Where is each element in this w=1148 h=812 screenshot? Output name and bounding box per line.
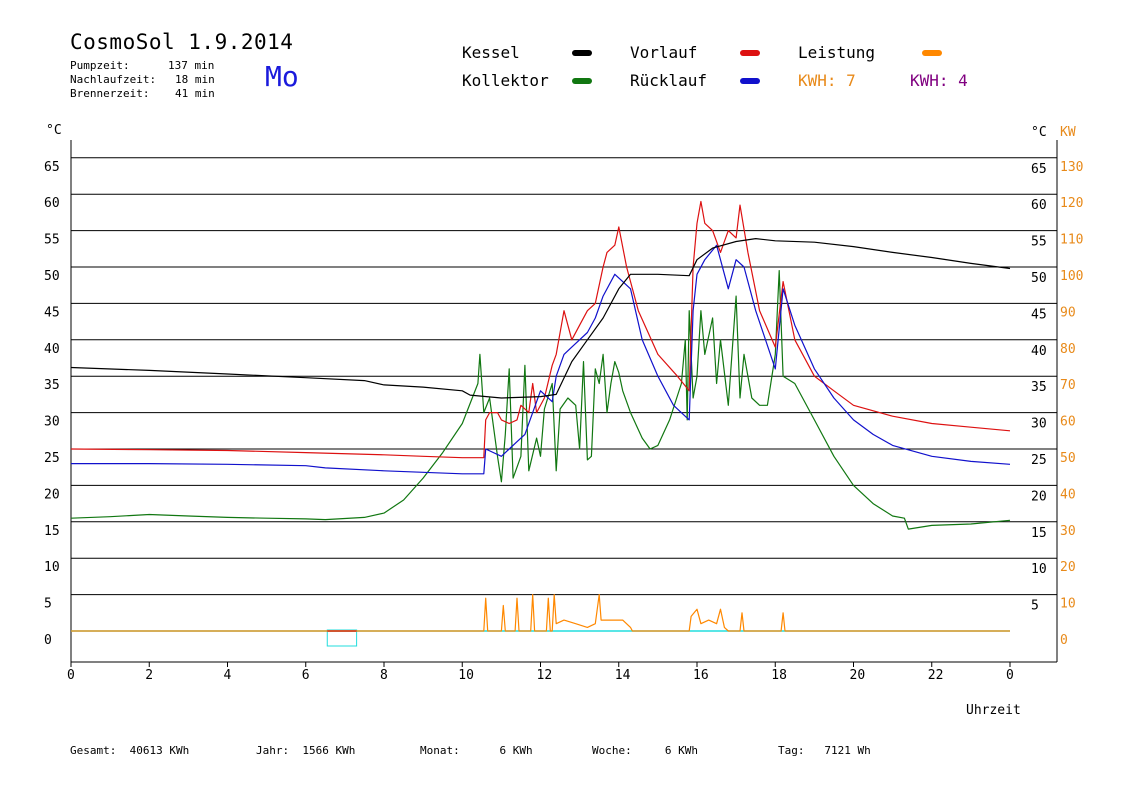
y-tick-label-left: 45 xyxy=(44,305,60,320)
y-tick-label-right-c: 50 xyxy=(1031,271,1047,286)
page-title: CosmoSol 1.9.2014 xyxy=(70,30,294,54)
y-tick-label-right-kw: 60 xyxy=(1060,415,1076,430)
y-tick-label-right-c: 25 xyxy=(1031,453,1047,468)
series-kessel xyxy=(70,238,1011,399)
x-tick-label: 2 xyxy=(145,668,153,683)
y-tick-label-left: 65 xyxy=(44,160,60,175)
x-tick-label: 6 xyxy=(302,668,310,683)
grid xyxy=(70,140,1058,667)
y-tick-label-left: 30 xyxy=(44,415,60,430)
y-tick-label-left: 60 xyxy=(44,196,60,211)
y-tick-label-right-kw: 130 xyxy=(1060,160,1083,175)
y-tick-label-right-kw: 50 xyxy=(1060,451,1076,466)
y-tick-label-right-c: 10 xyxy=(1031,562,1047,577)
left-axis-unit: °C xyxy=(46,123,62,138)
y-tick-label-right-c: 55 xyxy=(1031,235,1047,250)
y-tick-label-left: 55 xyxy=(44,233,60,248)
y-tick-label-right-c: 60 xyxy=(1031,198,1047,213)
y-tick-label-right-kw: 10 xyxy=(1060,597,1076,612)
legend-leistung-swatch xyxy=(922,50,942,56)
x-axis-label: Uhrzeit xyxy=(966,703,1021,718)
legend-vorlauf-label: Vorlauf xyxy=(630,43,698,62)
y-tick-label-left: 10 xyxy=(44,560,60,575)
y-tick-label-left: 50 xyxy=(44,269,60,284)
x-tick-label: 20 xyxy=(850,668,866,683)
legend-ruecklauf-swatch xyxy=(740,78,760,84)
y-tick-label-right-c: 45 xyxy=(1031,307,1047,322)
cyan-marker-box xyxy=(326,629,358,647)
footer-month: Monat: 6 KWh xyxy=(420,744,533,757)
legend-vorlauf-swatch xyxy=(740,50,760,56)
y-tick-label-right-kw: 110 xyxy=(1060,233,1083,248)
y-tick-label-right-c: 40 xyxy=(1031,344,1047,359)
legend-leistung-label: Leistung xyxy=(798,43,876,62)
y-tick-label-right-kw: 70 xyxy=(1060,378,1076,393)
y-tick-label-right-c: 5 xyxy=(1031,599,1039,614)
day-of-week: Mo xyxy=(265,60,299,93)
x-tick-label: 14 xyxy=(615,668,631,683)
y-tick-label-right-c: 65 xyxy=(1031,162,1047,177)
legend-kessel-label: Kessel xyxy=(462,43,520,62)
footer-week: Woche: 6 KWh xyxy=(592,744,698,757)
y-tick-label-left: 5 xyxy=(44,597,52,612)
legend-kessel-swatch xyxy=(572,50,592,56)
x-tick-label: 12 xyxy=(537,668,553,683)
y-tick-label-right-kw: 120 xyxy=(1060,196,1083,211)
series xyxy=(70,200,1011,632)
y-tick-label-right-c: 15 xyxy=(1031,526,1047,541)
x-tick-label: 22 xyxy=(928,668,944,683)
right-axis-unit-c: °C xyxy=(1031,125,1047,140)
legend-kwh-orange: KWH: 7 xyxy=(798,71,856,90)
pump-time: Pumpzeit: 137 min xyxy=(70,59,214,72)
pump-time-label: Pumpzeit: xyxy=(70,59,130,72)
x-tick-label: 16 xyxy=(693,668,709,683)
run-on-time: Nachlaufzeit: 18 min xyxy=(70,73,215,86)
axis-labels: 0 2 4 6 8 10 12 14 16 18 20 22 005101520253035404550… xyxy=(44,160,1083,683)
run-on-time-value: 18 min xyxy=(175,73,215,86)
y-tick-label-right-c: 30 xyxy=(1031,417,1047,432)
footer-total: Gesamt: 40613 KWh xyxy=(70,744,190,757)
y-tick-label-right-kw: 30 xyxy=(1060,524,1076,539)
legend-kwh-purple: KWH: 4 xyxy=(910,71,968,90)
y-tick-label-left: 20 xyxy=(44,487,60,502)
y-tick-label-right-kw: 20 xyxy=(1060,560,1076,575)
y-tick-label-left: 35 xyxy=(44,378,60,393)
burner-time-label: Brennerzeit: xyxy=(70,87,150,100)
x-tick-label: 0 xyxy=(1006,668,1014,683)
burner-time: Brennerzeit: 41 min xyxy=(70,87,215,100)
y-tick-label-left: 0 xyxy=(44,633,52,648)
y-tick-label-left: 25 xyxy=(44,451,60,466)
y-tick-label-right-c: 20 xyxy=(1031,489,1047,504)
y-tick-label-left: 40 xyxy=(44,342,60,357)
footer-day: Tag: 7121 Wh xyxy=(778,744,871,757)
x-tick-label: 0 xyxy=(67,668,75,683)
x-tick-label: 4 xyxy=(224,668,232,683)
legend-ruecklauf-label: Rücklauf xyxy=(630,71,708,90)
y-tick-label-right-kw: 90 xyxy=(1060,305,1076,320)
series-kollektor xyxy=(70,270,1011,530)
y-tick-label-right-kw: 100 xyxy=(1060,269,1083,284)
y-tick-label-right-kw: 0 xyxy=(1060,633,1068,648)
y-tick-label-right-kw: 40 xyxy=(1060,487,1076,502)
series-vorlauf xyxy=(70,200,1011,459)
x-tick-label: 10 xyxy=(458,668,474,683)
pump-time-value: 137 min xyxy=(168,59,215,72)
run-on-time-label: Nachlaufzeit: xyxy=(70,73,157,86)
x-tick-label: 8 xyxy=(380,668,388,683)
legend-kollektor-label: Kollektor xyxy=(462,71,549,90)
series-ruecklauf xyxy=(71,244,1011,475)
right-axis-unit-kw: KW xyxy=(1060,125,1076,140)
series-leistung xyxy=(71,593,1010,632)
x-tick-label: 18 xyxy=(771,668,787,683)
y-tick-label-right-c: 35 xyxy=(1031,380,1047,395)
burner-time-value: 41 min xyxy=(175,87,215,100)
y-tick-label-left: 15 xyxy=(44,524,60,539)
legend-kollektor-swatch xyxy=(572,78,592,84)
footer-year: Jahr: 1566 KWh xyxy=(256,744,356,757)
y-tick-label-right-kw: 80 xyxy=(1060,342,1076,357)
